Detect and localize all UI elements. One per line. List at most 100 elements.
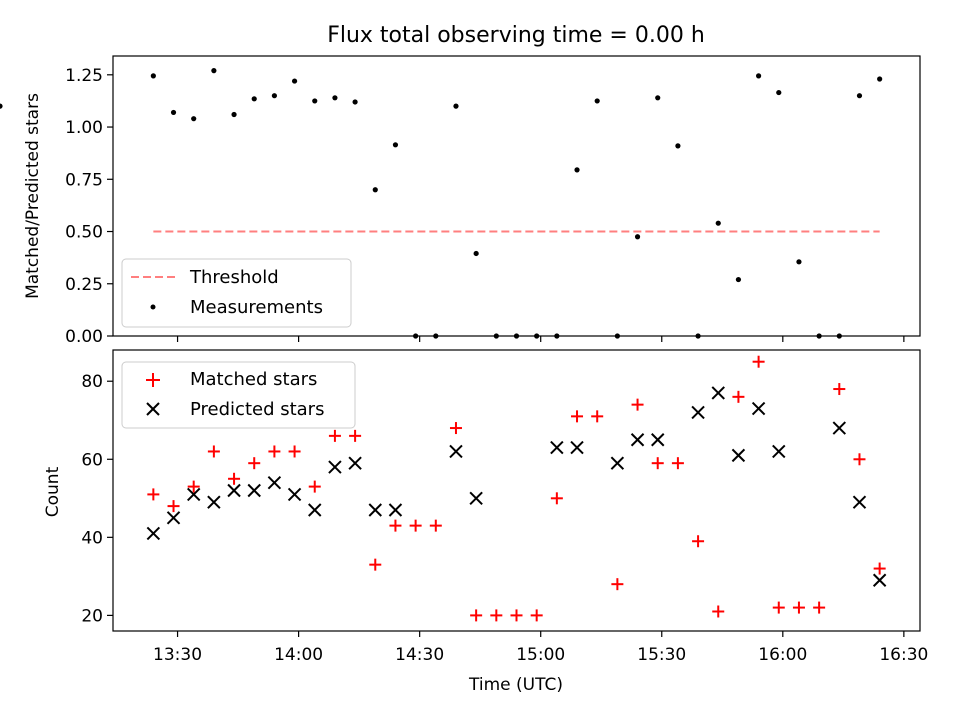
predicted-star-point [166,511,181,525]
measurement-point [473,250,479,257]
matched-star-point [813,601,826,614]
measurement-point [332,95,338,101]
measurement-point [231,111,237,118]
matched-star-point [752,355,765,368]
predicted-star-point [751,401,766,416]
matched-star-point [712,605,725,618]
ratio-panel: Flux total observing time = 0.00 h 0.00 0… [0,23,921,347]
predicted-star-point [207,495,221,509]
matched-star-point [308,480,321,493]
count-y-tick-label: 40 [81,528,103,548]
measurement-point [735,276,742,283]
measurement-point [675,143,681,149]
count-x-tick-label: 15:00 [516,645,565,665]
measurement-point [856,93,863,99]
matched-star-point [328,429,341,442]
matched-star-point [389,519,402,532]
measurement-point [170,109,177,116]
predicted-star-point [872,573,887,587]
matched-star-point [490,609,503,622]
matched-star-point [470,609,483,622]
matched-star-point [530,609,543,622]
chart-title: Flux total observing time = 0.00 h [327,23,705,48]
ratio-y-tick-label: 1.00 [65,118,103,138]
predicted-star-point [772,444,786,459]
matched-star-point [349,429,362,442]
predicted-star-point [308,503,322,517]
predicted-star-point [348,456,362,470]
ratio-y-tick-label: 0.00 [65,327,103,347]
ratio-y-tick-label: 0.50 [65,223,103,243]
matched-star-point [147,488,160,501]
count-x-tick-label: 14:30 [395,645,444,665]
legend-measurements-swatch [150,304,156,310]
count-y-tick-label: 60 [81,450,103,470]
measurement-point [352,99,358,105]
matched-star-point [248,457,261,470]
predicted-star-point [186,487,201,502]
predicted-star-point [227,483,241,498]
predicted-star-point [449,444,463,459]
measurement-point [756,73,762,79]
matched-star-point [692,535,705,548]
matched-star-point [288,445,301,458]
count-x-tick-label: 15:30 [637,645,686,665]
legend-predicted-swatch [146,402,160,416]
measurement-point [291,78,298,84]
matched-star-point [591,410,604,423]
matched-star-point [167,500,180,513]
matched-star-point [268,445,281,458]
legend-measurements-label: Measurements [190,297,323,318]
matched-star-point [187,480,200,493]
count-plot-frame [112,349,921,632]
legend-matched-swatch [146,373,160,387]
ratio-y-tick-label: 0.75 [65,170,103,190]
ratio-y-axis-label: Matched/Predicted stars [23,93,43,299]
predicted-star-point [550,440,564,455]
matched-star-point [228,472,241,485]
ratio-x-axis [176,336,905,342]
matched-star-point [409,519,422,532]
legend-predicted-label: Predicted stars [190,399,324,420]
predicted-star-point [832,421,847,435]
ratio-plot-frame [112,55,921,337]
measurement-point [655,95,661,101]
matched-star-point [772,601,785,614]
predicted-star-point [610,456,625,470]
predicted-star-point [247,483,261,498]
measurement-point [574,167,580,173]
matched-star-point [449,422,462,435]
count-x-tick-label: 16:00 [758,645,807,665]
predicted-star-point [287,487,302,502]
matched-star-point [732,390,745,403]
predicted-star-point [328,460,342,474]
measurement-point [150,73,156,79]
matched-star-point [792,601,805,614]
matched-star-point [651,457,664,470]
matched-star-point [873,562,886,575]
count-y-axis: 20 40 60 80 [81,372,113,626]
predicted-star-point [469,491,483,506]
count-legend: Matched stars Predicted stars [121,361,356,429]
measurement-point [594,98,600,104]
measurement-point [0,103,3,109]
measurement-point [776,89,782,96]
legend-matched-label: Matched stars [190,369,317,390]
matched-star-point [571,410,584,423]
matched-star-point [853,453,866,466]
count-x-tick-label: 14:00 [274,645,323,665]
predicted-star-point [731,448,746,463]
legend-threshold-label: Threshold [189,267,279,288]
predicted-star-point [388,503,403,517]
predicted-star-point [267,475,282,490]
ratio-legend: Threshold Measurements [121,258,352,328]
count-y-tick-label: 80 [81,372,103,392]
measurement-point [251,96,257,102]
predicted-star-point [711,386,725,400]
predicted-star-point [651,433,665,447]
count-x-tick-label: 13:30 [153,645,202,665]
predicted-star-point [630,433,645,447]
matched-star-point [207,445,220,458]
